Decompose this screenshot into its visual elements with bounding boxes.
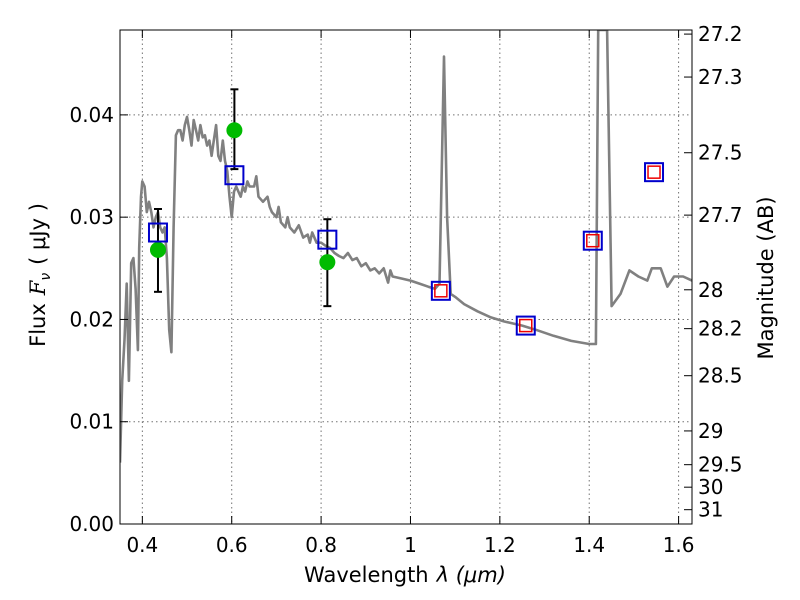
magnitude-tick-label: 27.3 xyxy=(698,65,743,89)
model-photometry-square xyxy=(582,230,603,251)
x-tick-label: 1.2 xyxy=(484,533,516,557)
x-axis-label: Wavelength λ (μm) xyxy=(304,563,506,587)
model-photometry-square xyxy=(317,229,338,250)
magnitude-axis-label: Magnitude (AB) xyxy=(754,196,778,359)
observed-point xyxy=(149,241,166,258)
model-photometry-square xyxy=(430,280,451,301)
y-tick-label: 0.02 xyxy=(69,307,114,331)
x-tick-label: 1 xyxy=(404,533,417,557)
x-tick-label: 1.4 xyxy=(573,533,605,557)
grid xyxy=(120,30,692,525)
magnitude-tick-label: 30 xyxy=(698,475,723,499)
y-tick-label: 0.00 xyxy=(69,512,114,536)
magnitude-tick-label: 27.2 xyxy=(698,22,743,46)
observed-point xyxy=(226,122,243,139)
x-tick-label: 1.6 xyxy=(663,533,695,557)
x-axis: 0.4 0.6 0.8 1 1.2 1.4 1.6 xyxy=(126,30,695,557)
magnitude-tick-label: 29.5 xyxy=(698,453,743,477)
y-axis: 0.00 0.01 0.02 0.03 0.04 xyxy=(69,103,128,536)
predicted-photometry-square xyxy=(647,165,661,179)
model-spectrum-line xyxy=(120,30,692,463)
observed-point xyxy=(319,254,336,271)
predicted-photometry-square xyxy=(519,318,533,333)
x-tick-label: 0.4 xyxy=(126,533,158,557)
magnitude-tick-label: 28.2 xyxy=(698,317,743,341)
x-tick-label: 0.6 xyxy=(216,533,248,557)
y-tick-label: 0.01 xyxy=(69,410,114,434)
model-photometry-square xyxy=(224,165,245,186)
x-tick-label: 0.8 xyxy=(305,533,337,557)
model-photometry-square xyxy=(515,315,536,336)
magnitude-tick-label: 29 xyxy=(698,419,723,443)
predicted-photometry-square xyxy=(586,233,600,248)
model-photometry-square xyxy=(147,222,168,243)
magnitude-tick-label: 27.7 xyxy=(698,203,743,227)
predicted-photometry-square xyxy=(434,284,448,298)
y-axis-label: FluxFν( μJy ) xyxy=(26,203,54,347)
plot-frame xyxy=(119,29,693,525)
series-layer xyxy=(120,30,692,463)
y-tick-label: 0.03 xyxy=(69,205,114,229)
y-tick-label: 0.04 xyxy=(69,103,114,127)
magnitude-tick-label: 28 xyxy=(698,278,723,302)
magnitude-tick-label: 28.5 xyxy=(698,364,743,388)
plot-area xyxy=(120,30,692,463)
magnitude-tick-label: 27.5 xyxy=(698,141,743,165)
model-photometry-square xyxy=(644,162,665,183)
magnitude-tick-label: 31 xyxy=(698,498,723,522)
